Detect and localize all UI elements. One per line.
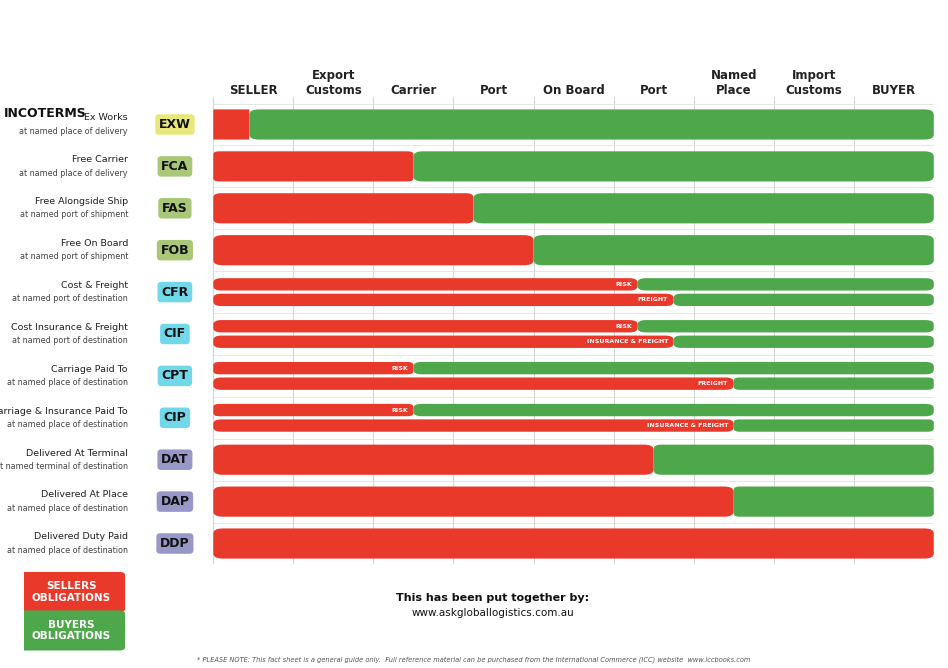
FancyBboxPatch shape xyxy=(213,377,734,390)
FancyBboxPatch shape xyxy=(734,420,934,432)
Text: DAT: DAT xyxy=(161,453,189,466)
Text: On Board: On Board xyxy=(542,84,605,96)
Text: Delivered At Place: Delivered At Place xyxy=(41,490,128,500)
FancyBboxPatch shape xyxy=(213,528,934,558)
Text: Export
Customs: Export Customs xyxy=(305,69,362,96)
FancyBboxPatch shape xyxy=(213,235,534,265)
Text: at named port of shipment: at named port of shipment xyxy=(20,210,128,220)
Text: Free Carrier: Free Carrier xyxy=(72,155,128,164)
FancyBboxPatch shape xyxy=(213,193,473,223)
Text: at named port of destination: at named port of destination xyxy=(12,295,128,303)
Text: RISK: RISK xyxy=(392,407,408,413)
Text: at named place of delivery: at named place of delivery xyxy=(20,168,128,178)
Text: FREIGHT: FREIGHT xyxy=(638,297,668,303)
Text: RISK: RISK xyxy=(392,365,408,371)
FancyBboxPatch shape xyxy=(18,572,125,612)
Text: at named place of destination: at named place of destination xyxy=(7,420,128,429)
FancyBboxPatch shape xyxy=(249,110,934,140)
Text: BUYER: BUYER xyxy=(872,84,916,96)
FancyBboxPatch shape xyxy=(213,320,638,333)
FancyBboxPatch shape xyxy=(213,278,638,291)
Text: BUYERS
OBLIGATIONS: BUYERS OBLIGATIONS xyxy=(32,620,111,641)
FancyBboxPatch shape xyxy=(213,335,674,348)
Text: INSURANCE & FREIGHT: INSURANCE & FREIGHT xyxy=(587,339,668,344)
Text: FOB: FOB xyxy=(160,244,190,257)
FancyBboxPatch shape xyxy=(638,278,934,291)
FancyBboxPatch shape xyxy=(674,294,934,306)
FancyBboxPatch shape xyxy=(413,404,934,416)
Text: Carriage & Insurance Paid To: Carriage & Insurance Paid To xyxy=(0,407,128,415)
Text: Delivered At Terminal: Delivered At Terminal xyxy=(27,448,128,458)
Text: INSURANCE & FREIGHT: INSURANCE & FREIGHT xyxy=(647,423,728,428)
FancyBboxPatch shape xyxy=(213,445,653,475)
FancyBboxPatch shape xyxy=(213,362,413,374)
Text: Cost & Freight: Cost & Freight xyxy=(61,281,128,290)
FancyBboxPatch shape xyxy=(213,404,413,416)
Text: Carrier: Carrier xyxy=(391,84,437,96)
Text: CPT: CPT xyxy=(161,369,189,382)
FancyBboxPatch shape xyxy=(473,193,934,223)
Text: CIP: CIP xyxy=(164,411,186,424)
Text: Import
Customs: Import Customs xyxy=(785,69,842,96)
Text: FREIGHT: FREIGHT xyxy=(698,381,728,386)
FancyBboxPatch shape xyxy=(413,362,934,374)
FancyBboxPatch shape xyxy=(213,152,413,182)
Text: at named port of shipment: at named port of shipment xyxy=(20,253,128,261)
Text: RISK: RISK xyxy=(615,324,632,329)
Text: Free Alongside Ship: Free Alongside Ship xyxy=(35,197,128,206)
Text: at named place of destination: at named place of destination xyxy=(7,504,128,513)
FancyBboxPatch shape xyxy=(734,486,934,516)
Text: Delivered Duty Paid: Delivered Duty Paid xyxy=(34,532,128,541)
Text: Free On Board: Free On Board xyxy=(61,239,128,248)
FancyBboxPatch shape xyxy=(653,445,934,475)
Text: www.askgloballogistics.com.au: www.askgloballogistics.com.au xyxy=(411,608,574,618)
Text: at named terminal of destination: at named terminal of destination xyxy=(0,462,128,471)
FancyBboxPatch shape xyxy=(213,110,249,140)
Text: at named port of destination: at named port of destination xyxy=(12,336,128,345)
FancyBboxPatch shape xyxy=(213,486,734,516)
Text: FAS: FAS xyxy=(162,202,188,215)
Text: SELLER: SELLER xyxy=(229,84,278,96)
Text: RISK: RISK xyxy=(615,282,632,287)
Text: DAP: DAP xyxy=(160,495,190,508)
Text: FCA: FCA xyxy=(161,160,189,173)
Text: at named place of destination: at named place of destination xyxy=(7,378,128,387)
Text: at named place of delivery: at named place of delivery xyxy=(20,127,128,136)
Text: This has been put together by:: This has been put together by: xyxy=(396,593,590,603)
Text: Port: Port xyxy=(480,84,507,96)
FancyBboxPatch shape xyxy=(734,377,934,390)
Text: CIF: CIF xyxy=(164,327,186,341)
FancyBboxPatch shape xyxy=(534,235,934,265)
Text: Port: Port xyxy=(640,84,667,96)
Text: DDP: DDP xyxy=(160,537,190,550)
Text: * PLEASE NOTE: This fact sheet is a general guide only.  Full reference material: * PLEASE NOTE: This fact sheet is a gene… xyxy=(197,656,751,663)
FancyBboxPatch shape xyxy=(413,152,934,182)
Text: at named place of destination: at named place of destination xyxy=(7,546,128,554)
FancyBboxPatch shape xyxy=(674,335,934,348)
FancyBboxPatch shape xyxy=(638,320,934,333)
Text: Cost Insurance & Freight: Cost Insurance & Freight xyxy=(11,323,128,332)
Text: Named
Place: Named Place xyxy=(710,69,757,96)
Text: Ex Works: Ex Works xyxy=(84,114,128,122)
Text: Carriage Paid To: Carriage Paid To xyxy=(51,365,128,373)
FancyBboxPatch shape xyxy=(213,420,734,432)
FancyBboxPatch shape xyxy=(18,611,125,651)
Text: EXW: EXW xyxy=(159,118,191,131)
Text: INCOTERMS: INCOTERMS xyxy=(4,107,87,120)
Text: SELLERS
OBLIGATIONS: SELLERS OBLIGATIONS xyxy=(32,581,111,603)
FancyBboxPatch shape xyxy=(213,294,674,306)
Text: CFR: CFR xyxy=(161,286,189,299)
